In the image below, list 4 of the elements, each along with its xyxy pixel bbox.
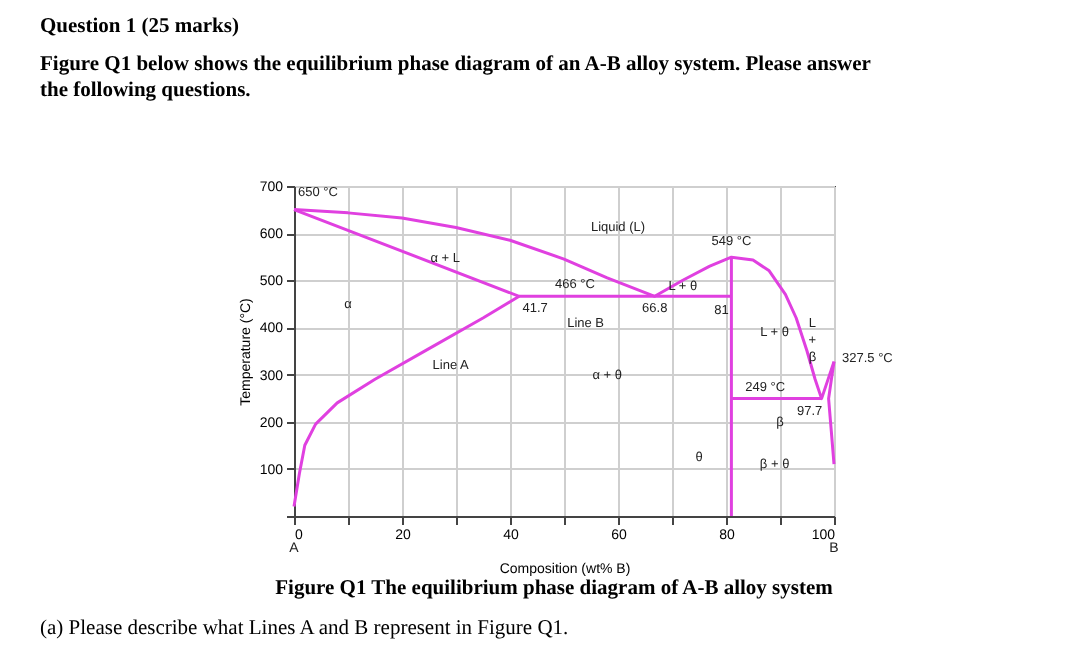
text: (a) Please describe what Lines A and B represent in Figure Q1. xyxy=(40,618,569,640)
chart-title: Question 1 (25 marks) xyxy=(40,16,240,38)
caption: Figure Q1 The equilibrium phase diagram of A-B alloy system xyxy=(275,578,834,600)
chart-subtitle: Figure Q1 below shows the equilibrium phase diagram of an A-B alloy system. Please answer the following questions. xyxy=(40,54,872,102)
